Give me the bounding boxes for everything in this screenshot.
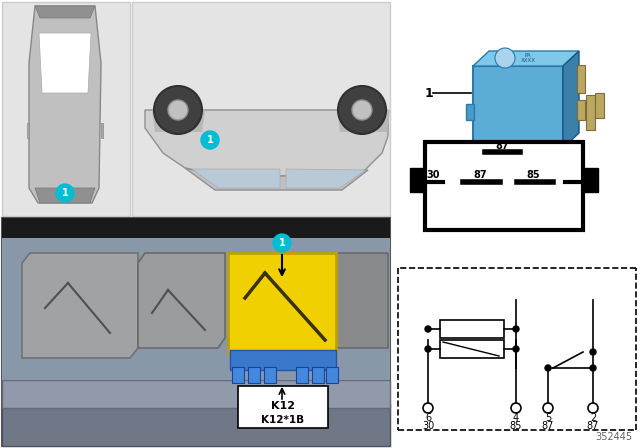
Circle shape	[495, 48, 515, 68]
Circle shape	[590, 349, 596, 355]
Bar	[440, 340, 504, 358]
Bar	[583, 168, 598, 192]
Text: 352445: 352445	[595, 432, 632, 442]
Polygon shape	[27, 123, 29, 138]
Circle shape	[513, 326, 519, 332]
Polygon shape	[286, 169, 366, 188]
Circle shape	[543, 403, 553, 413]
Bar	[586, 95, 595, 130]
Bar	[466, 104, 474, 120]
Polygon shape	[152, 110, 205, 132]
Polygon shape	[330, 253, 388, 348]
Circle shape	[352, 100, 372, 120]
Text: 85: 85	[526, 170, 540, 180]
Polygon shape	[563, 51, 579, 148]
Polygon shape	[22, 253, 138, 358]
Bar	[440, 320, 504, 338]
Bar	[248, 367, 260, 383]
Circle shape	[588, 403, 598, 413]
Bar	[238, 386, 328, 428]
Text: 1: 1	[207, 135, 213, 145]
Circle shape	[513, 346, 519, 352]
Polygon shape	[29, 6, 101, 203]
Bar	[2, 404, 390, 446]
Text: 4: 4	[513, 413, 519, 423]
Polygon shape	[35, 188, 95, 203]
Polygon shape	[35, 6, 95, 18]
Bar	[577, 100, 585, 120]
Bar	[595, 93, 604, 118]
Polygon shape	[39, 33, 91, 93]
Circle shape	[201, 131, 219, 149]
Circle shape	[154, 86, 202, 134]
Text: PA
XXXX: PA XXXX	[520, 52, 536, 64]
Bar	[410, 168, 425, 192]
Bar	[228, 253, 336, 353]
Bar	[296, 367, 308, 383]
Text: 30: 30	[422, 421, 434, 431]
Circle shape	[590, 365, 596, 371]
Bar	[473, 66, 563, 148]
Bar	[2, 2, 130, 216]
Polygon shape	[145, 110, 388, 176]
Bar	[312, 367, 324, 383]
Polygon shape	[101, 123, 103, 138]
Bar	[2, 218, 390, 446]
Circle shape	[56, 184, 74, 202]
Circle shape	[511, 403, 521, 413]
Polygon shape	[473, 51, 579, 66]
Bar	[264, 367, 276, 383]
Polygon shape	[192, 169, 280, 188]
Circle shape	[425, 346, 431, 352]
Circle shape	[425, 326, 431, 332]
Text: 6: 6	[425, 413, 431, 423]
Circle shape	[545, 365, 551, 371]
Text: 85: 85	[510, 421, 522, 431]
Bar	[2, 238, 390, 380]
Text: 87: 87	[587, 421, 599, 431]
Text: 1: 1	[425, 86, 434, 99]
Bar	[132, 2, 390, 216]
Polygon shape	[185, 168, 368, 190]
Text: 87: 87	[542, 421, 554, 431]
Text: K12: K12	[271, 401, 295, 411]
Text: 2: 2	[590, 413, 596, 423]
Bar	[577, 65, 585, 93]
Polygon shape	[337, 110, 390, 132]
Circle shape	[168, 100, 188, 120]
Polygon shape	[2, 218, 390, 238]
Bar	[326, 367, 338, 383]
Circle shape	[338, 86, 386, 134]
Bar	[230, 350, 336, 370]
Bar	[232, 367, 244, 383]
Text: 1: 1	[61, 188, 68, 198]
Text: 5: 5	[545, 413, 551, 423]
Bar	[425, 142, 583, 230]
Text: 87: 87	[473, 170, 487, 180]
Text: 30: 30	[426, 170, 440, 180]
Circle shape	[423, 403, 433, 413]
Text: 87: 87	[495, 141, 509, 151]
Text: 1: 1	[278, 238, 285, 248]
Circle shape	[273, 234, 291, 252]
Bar	[2, 380, 390, 408]
Polygon shape	[138, 253, 225, 348]
Text: K12*1B: K12*1B	[261, 415, 305, 425]
